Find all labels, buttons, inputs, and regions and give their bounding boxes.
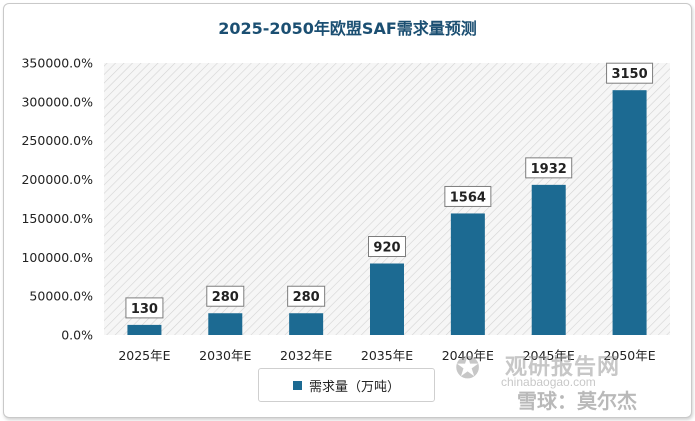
legend-label: 需求量（万吨） — [308, 379, 400, 395]
data-label: 920 — [373, 241, 400, 256]
bar — [127, 324, 162, 335]
data-label: 1564 — [450, 190, 486, 205]
y-tick-label: 200000.0% — [21, 172, 93, 187]
data-label-box — [606, 62, 654, 84]
y-tick-label: 50000.0% — [29, 289, 93, 304]
chart-title: 2025-2050年欧盟SAF需求量预测 — [218, 19, 477, 38]
watermark-xueqiu: 雪球：莫尔杰 — [517, 389, 637, 413]
x-tick-label: 2032年E — [280, 348, 332, 363]
x-tick-label: 2045年E — [523, 348, 575, 363]
y-tick-label: 150000.0% — [21, 211, 93, 226]
x-tick-label: 2035年E — [361, 348, 413, 363]
watermark: ✪ 观研报告网 chinabaogao.com 雪球：莫尔杰 — [455, 345, 695, 421]
data-label-box — [206, 285, 245, 307]
watermark-logo-icon: ✪ — [455, 351, 481, 386]
watermark-brand: 观研报告网 — [505, 355, 621, 380]
y-tick-label: 350000.0% — [21, 56, 93, 71]
legend-swatch — [292, 380, 302, 390]
data-label-box — [525, 157, 573, 179]
data-label-box — [287, 285, 326, 307]
bar — [289, 313, 324, 335]
bar — [612, 90, 647, 335]
data-label-box — [125, 297, 164, 319]
x-tick-label: 2040年E — [442, 348, 494, 363]
y-tick-label: 100000.0% — [21, 250, 93, 265]
data-label-box — [444, 185, 492, 207]
data-label: 280 — [293, 290, 320, 305]
x-tick-label: 2025年E — [118, 348, 170, 363]
x-tick-label: 2050年E — [603, 348, 655, 363]
data-label: 130 — [131, 302, 158, 317]
data-label-box — [368, 236, 406, 258]
y-tick-label: 300000.0% — [21, 94, 93, 109]
y-tick-label: 250000.0% — [21, 133, 93, 148]
data-label: 1932 — [531, 162, 567, 177]
data-label: 280 — [212, 290, 239, 305]
legend: 需求量（万吨） — [258, 368, 435, 402]
watermark-url: chinabaogao.com — [501, 375, 596, 389]
data-label: 3150 — [611, 67, 647, 82]
bar — [450, 213, 485, 335]
bar — [370, 263, 404, 335]
bar — [208, 313, 243, 335]
x-tick-label: 2030年E — [199, 348, 251, 363]
bar — [531, 184, 566, 335]
y-tick-label: 0.0% — [61, 328, 93, 343]
